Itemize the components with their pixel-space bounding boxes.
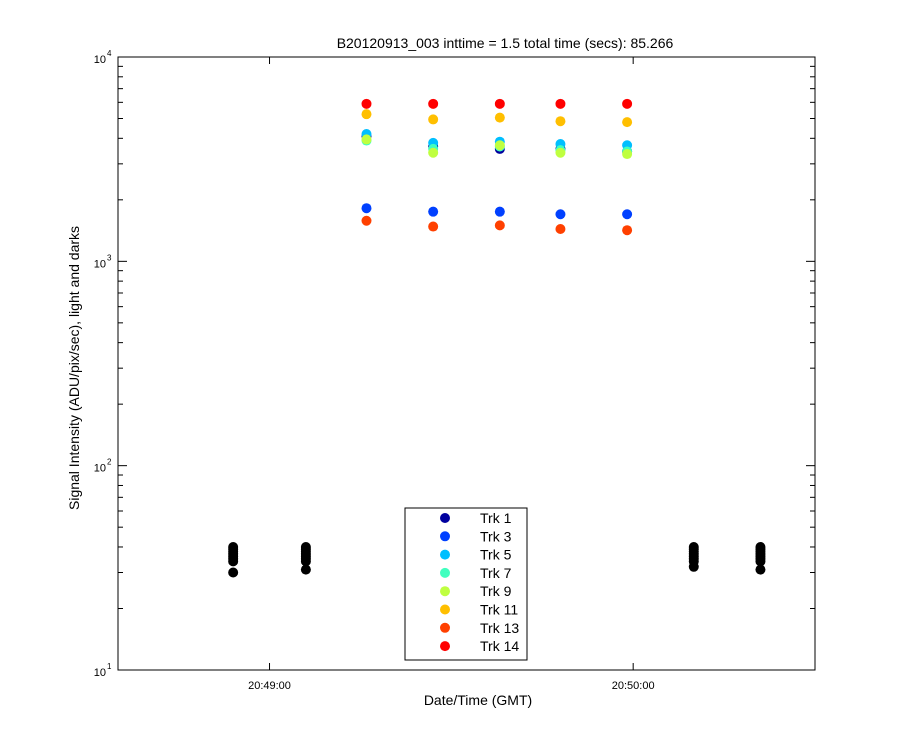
data-point — [555, 147, 566, 158]
y-tick-label: 10 — [94, 463, 106, 475]
data-point — [428, 206, 439, 217]
y-tick-exponent: 4 — [107, 49, 112, 58]
legend-marker — [440, 641, 450, 652]
dark-points — [228, 541, 766, 578]
x-tick-label: 20:50:00 — [612, 680, 655, 692]
legend-marker — [440, 549, 450, 560]
data-point — [555, 223, 566, 234]
data-point — [494, 220, 505, 231]
legend: Trk 1 Trk 3 Trk 5 Trk 7 Trk 9 Trk 11 Trk 13 Trk… — [404, 507, 528, 661]
data-point — [494, 206, 505, 217]
x-tick-label: 20:49:00 — [248, 680, 291, 692]
data-point — [622, 149, 633, 160]
legend-marker — [440, 513, 450, 523]
legend-label: Trk 11 — [480, 602, 518, 618]
y-tick-exponent: 2 — [107, 458, 112, 467]
data-point — [428, 147, 439, 158]
legend-label: Trk 13 — [480, 620, 519, 636]
legend-label: Trk 7 — [480, 565, 512, 581]
dark-point — [755, 564, 766, 575]
chart-title: B20120913_003 inttime = 1.5 total time (… — [337, 35, 674, 51]
data-point — [361, 215, 372, 226]
data-point — [428, 98, 439, 109]
data-point — [494, 112, 505, 123]
data-point — [622, 209, 633, 220]
legend-marker — [440, 586, 450, 597]
data-point — [361, 109, 372, 120]
dark-point — [300, 556, 311, 567]
data-point — [622, 225, 633, 236]
legend-label: Trk 5 — [480, 547, 512, 563]
legend-marker — [440, 531, 450, 542]
dark-point — [228, 556, 239, 567]
y-tick-label: 10 — [94, 54, 106, 66]
data-point — [555, 116, 566, 127]
legend-label: Trk 14 — [480, 638, 519, 654]
legend-label: Trk 9 — [480, 583, 512, 599]
data-point — [622, 117, 633, 128]
data-point — [428, 114, 439, 125]
dark-point — [228, 567, 239, 578]
legend-label: Trk 1 — [480, 510, 512, 526]
y-tick-label: 10 — [94, 258, 106, 270]
data-point — [622, 98, 633, 109]
light-points — [361, 98, 633, 236]
x-axis-label: Date/Time (GMT) — [424, 692, 532, 708]
data-point — [428, 221, 439, 232]
dark-point — [300, 564, 311, 575]
legend-box — [404, 507, 528, 661]
data-point — [494, 98, 505, 109]
data-point — [361, 134, 372, 145]
data-point — [361, 98, 372, 109]
dark-point — [688, 561, 699, 572]
y-tick-exponent: 1 — [107, 662, 112, 671]
legend-label: Trk 3 — [480, 528, 512, 544]
y-axis-label: Signal Intensity (ADU/pix/sec), light an… — [66, 226, 82, 510]
legend-marker — [440, 622, 450, 633]
data-point — [361, 203, 372, 214]
dark-point — [755, 556, 766, 567]
x-axis-ticks: 20:49:00 20:50:00 — [248, 57, 655, 692]
y-tick-label: 10 — [94, 667, 106, 679]
y-tick-exponent: 3 — [107, 253, 112, 262]
legend-marker — [440, 567, 450, 578]
legend-marker — [440, 604, 450, 615]
data-point — [494, 140, 505, 151]
data-point — [555, 98, 566, 109]
data-point — [555, 209, 566, 220]
